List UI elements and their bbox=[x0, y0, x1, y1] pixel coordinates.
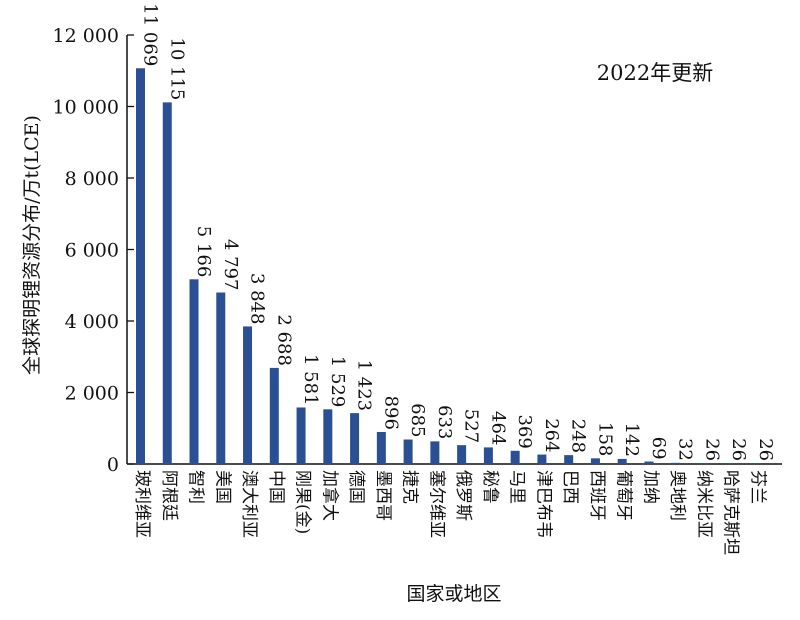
bar-value-label: 26 bbox=[728, 438, 749, 461]
bar-value-label: 69 bbox=[648, 437, 669, 460]
bar bbox=[162, 102, 172, 465]
bar-value-label: 10 115 bbox=[166, 37, 187, 100]
category-label: 中国 bbox=[266, 470, 286, 504]
bar bbox=[590, 458, 600, 464]
bar bbox=[350, 413, 360, 464]
bar-value-label: 3 848 bbox=[247, 273, 268, 325]
bar-value-label: 248 bbox=[568, 419, 589, 453]
category-label: 智利 bbox=[186, 470, 206, 504]
y-tick-label: 6 000 bbox=[65, 240, 119, 262]
bar bbox=[376, 431, 386, 464]
bar-value-label: 2 688 bbox=[273, 314, 294, 366]
bar-value-label: 527 bbox=[461, 409, 482, 443]
category-label: 西班牙 bbox=[587, 470, 607, 521]
category-label: 墨西哥 bbox=[373, 470, 393, 521]
bar-value-label: 142 bbox=[621, 423, 642, 457]
category-label: 塞尔维亚 bbox=[426, 470, 446, 538]
bar-value-label: 26 bbox=[701, 438, 722, 461]
bar-value-label: 26 bbox=[755, 438, 776, 461]
bar-value-label: 158 bbox=[594, 422, 615, 456]
bar bbox=[323, 409, 333, 464]
category-label: 纳米比亚 bbox=[694, 470, 714, 538]
category-label: 秘鲁 bbox=[480, 470, 500, 504]
bar bbox=[724, 463, 734, 464]
category-labels: 玻利维亚 阿根廷 智利 美国 澳大利亚 中国 刚果(金) 加拿大 德国 墨西哥 捷克 塞尔维亚 俄罗斯秘… bbox=[132, 470, 768, 555]
category-label: 美国 bbox=[212, 470, 232, 504]
bar-value-label: 369 bbox=[514, 414, 535, 448]
bar bbox=[216, 292, 226, 464]
bar bbox=[671, 462, 681, 464]
category-label: 奥地利 bbox=[667, 470, 687, 521]
category-label: 加拿大 bbox=[319, 470, 340, 521]
category-label: 哈萨克斯坦 bbox=[721, 470, 741, 555]
category-label: 阿根廷 bbox=[159, 470, 179, 521]
bar bbox=[269, 367, 279, 464]
y-tick-label: 12 000 bbox=[53, 25, 119, 47]
bar-value-label: 264 bbox=[541, 418, 562, 452]
y-tick-label: 2 000 bbox=[65, 383, 119, 405]
bar-value-label: 685 bbox=[407, 403, 428, 437]
bar bbox=[617, 458, 627, 464]
category-label: 澳大利亚 bbox=[239, 470, 259, 538]
y-ticks: 0 2 000 4 000 6 000 8 000 10 000 12 000 bbox=[53, 25, 134, 476]
category-label: 俄罗斯 bbox=[453, 470, 473, 521]
bar bbox=[136, 68, 145, 464]
bars bbox=[136, 68, 761, 465]
bar bbox=[564, 455, 574, 464]
y-tick-label: 4 000 bbox=[65, 311, 119, 333]
bar bbox=[296, 407, 306, 464]
bar-value-label: 464 bbox=[487, 411, 508, 445]
bar bbox=[189, 279, 199, 464]
category-label: 芬兰 bbox=[748, 470, 768, 504]
x-axis-title: 国家或地区 bbox=[406, 583, 501, 605]
category-label: 加纳 bbox=[640, 470, 660, 504]
bar bbox=[483, 447, 493, 464]
bar-value-label: 896 bbox=[380, 396, 401, 430]
bar bbox=[243, 326, 253, 464]
update-note: 2022年更新 bbox=[597, 61, 713, 85]
bar bbox=[510, 450, 520, 464]
category-label: 玻利维亚 bbox=[132, 470, 152, 538]
y-tick-label: 10 000 bbox=[53, 97, 119, 119]
bar-value-label: 5 166 bbox=[193, 226, 214, 278]
y-axis-title: 全球探明锂资源分布/万t(LCE) bbox=[21, 115, 43, 375]
bar bbox=[751, 463, 761, 464]
bar-value-label: 1 581 bbox=[300, 354, 321, 406]
bar bbox=[644, 461, 654, 464]
bar-value-label: 11 069 bbox=[140, 3, 161, 66]
bar-value-label: 1 423 bbox=[354, 360, 375, 412]
bar bbox=[537, 454, 547, 464]
bar-value-label: 1 529 bbox=[327, 356, 348, 408]
y-tick-label: 8 000 bbox=[65, 168, 119, 190]
category-label: 葡萄牙 bbox=[614, 470, 634, 521]
category-label: 巴西 bbox=[560, 470, 580, 504]
category-label: 捷克 bbox=[400, 470, 420, 504]
y-tick-label: 0 bbox=[107, 454, 119, 476]
bar bbox=[403, 439, 413, 464]
category-label: 德国 bbox=[346, 470, 366, 504]
category-label: 马里 bbox=[507, 470, 527, 504]
bar bbox=[430, 441, 440, 464]
bar bbox=[697, 463, 707, 464]
bar-value-label: 4 797 bbox=[220, 239, 241, 291]
category-label: 津巴布韦 bbox=[533, 470, 553, 538]
category-label: 刚果(金) bbox=[293, 470, 313, 534]
bar bbox=[457, 445, 467, 464]
bar-value-label: 32 bbox=[675, 438, 696, 461]
bar-value-label: 633 bbox=[434, 405, 455, 439]
